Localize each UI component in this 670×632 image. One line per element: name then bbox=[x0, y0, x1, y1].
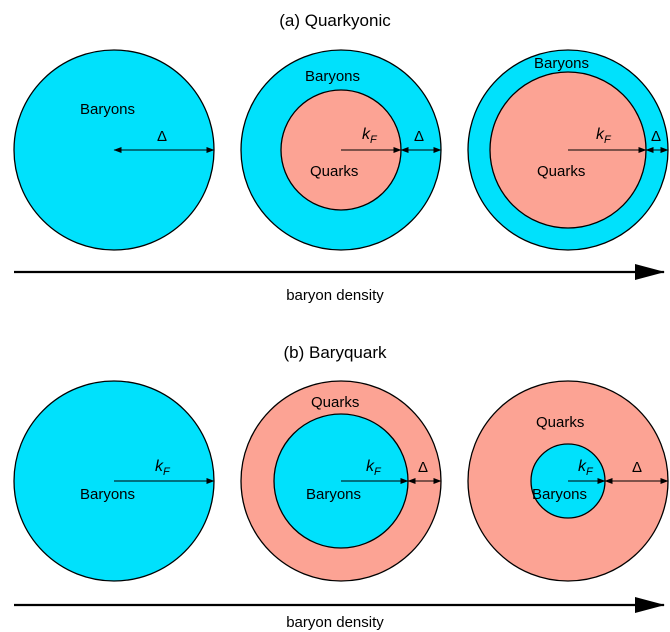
kf-label: kF bbox=[596, 126, 612, 146]
panel-baryquark: (b) Baryquark Baryons kF Quarks Baryons … bbox=[13, 343, 669, 631]
density-label: baryon density bbox=[286, 287, 384, 304]
kf-label: kF bbox=[578, 458, 594, 478]
baryons-label: Baryons bbox=[532, 486, 587, 503]
quarks-label: Quarks bbox=[536, 414, 584, 431]
baryons-label: Baryons bbox=[80, 101, 135, 118]
quarkyonic-stage-2: Baryons Quarks kF Δ bbox=[240, 49, 442, 251]
quarks-label: Quarks bbox=[311, 394, 359, 411]
baryons-label: Baryons bbox=[306, 486, 361, 503]
baryquark-stage-2: Quarks Baryons kF Δ bbox=[240, 380, 442, 582]
baryquark-stage-3: Quarks Baryons kF Δ bbox=[467, 380, 669, 582]
baryquark-stage-1: Baryons kF bbox=[13, 380, 215, 582]
panel-b-title: (b) Baryquark bbox=[284, 343, 387, 362]
kf-label: kF bbox=[366, 458, 382, 478]
baryons-label: Baryons bbox=[305, 68, 360, 85]
kf-label: kF bbox=[362, 126, 378, 146]
delta-label: Δ bbox=[632, 459, 642, 476]
delta-label: Δ bbox=[418, 459, 428, 476]
panel-a-title: (a) Quarkyonic bbox=[279, 11, 391, 30]
delta-label: Δ bbox=[651, 128, 661, 145]
quarkyonic-stage-1: Baryons Δ bbox=[13, 49, 215, 251]
quarks-label: Quarks bbox=[310, 163, 358, 180]
density-label: baryon density bbox=[286, 614, 384, 631]
panel-quarkyonic: (a) Quarkyonic Baryons Δ Baryons Quarks … bbox=[13, 11, 669, 304]
baryons-label: Baryons bbox=[534, 55, 589, 72]
baryons-label: Baryons bbox=[80, 486, 135, 503]
quarkyonic-stage-3: Baryons Quarks kF Δ bbox=[467, 49, 669, 251]
quarks-label: Quarks bbox=[537, 163, 585, 180]
delta-label: Δ bbox=[414, 128, 424, 145]
kf-label: kF bbox=[155, 458, 171, 478]
delta-label: Δ bbox=[157, 128, 167, 145]
